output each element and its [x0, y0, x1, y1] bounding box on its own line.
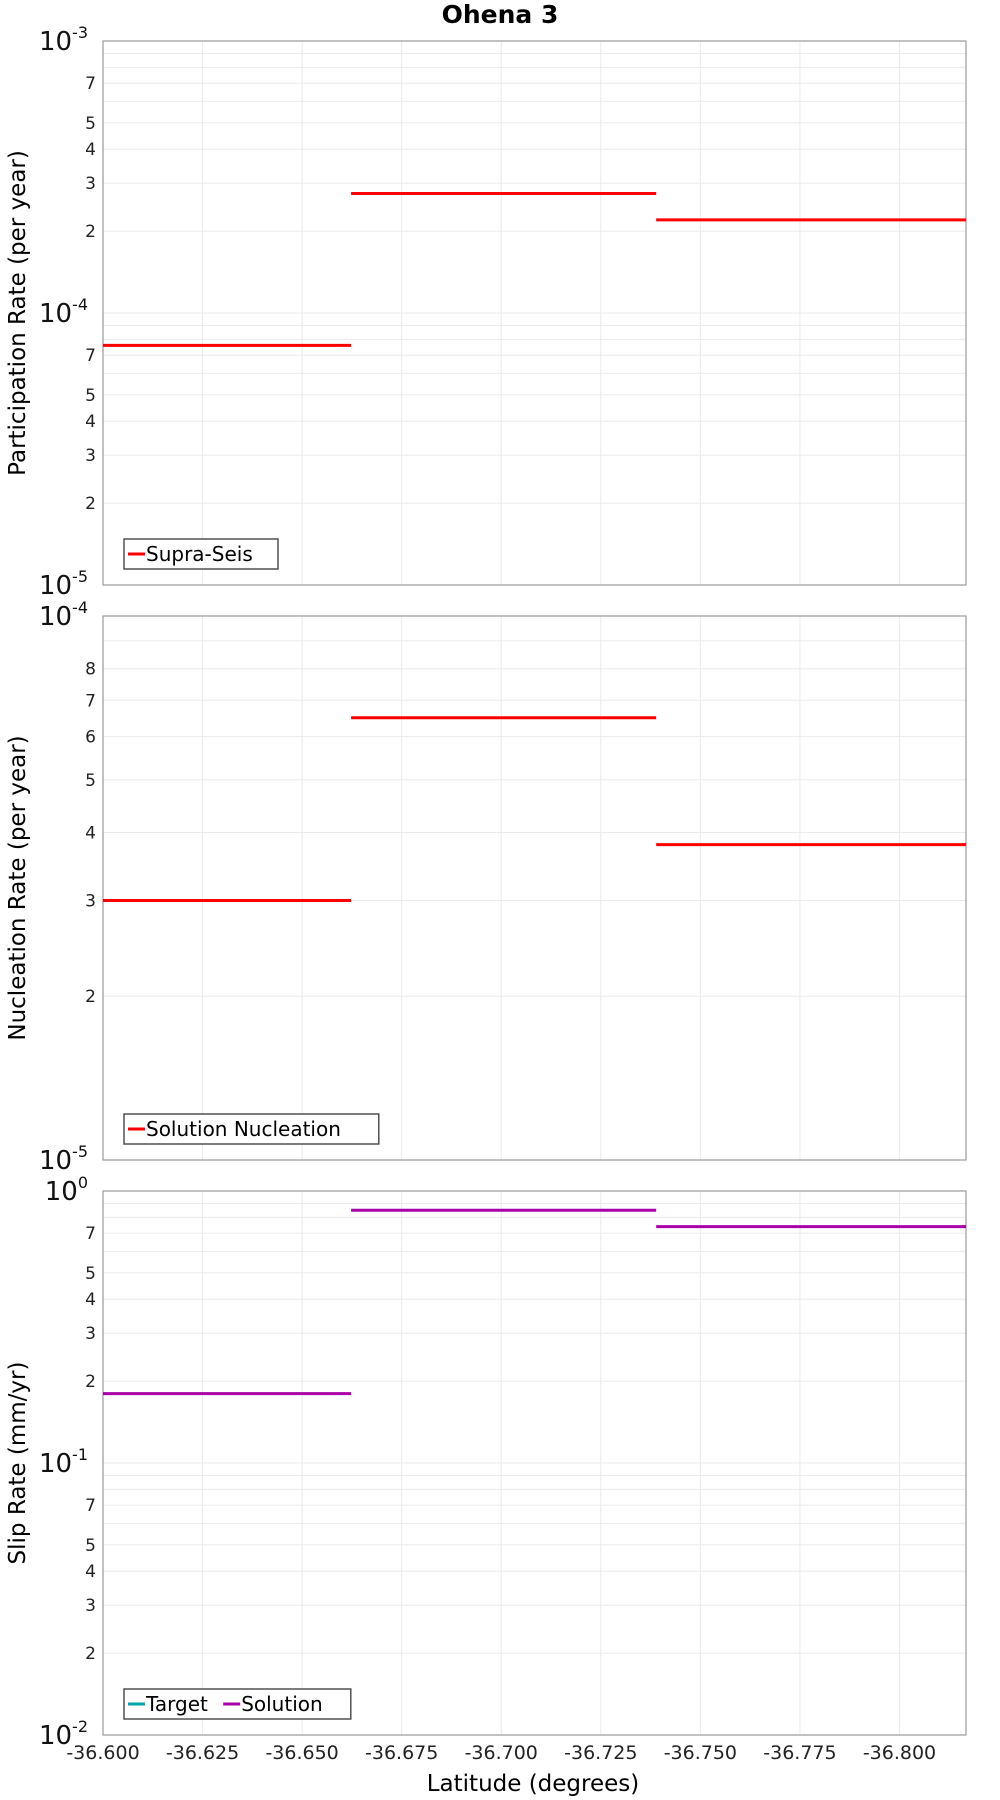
- y-tick-label: 3: [85, 1324, 96, 1344]
- y-tick-label: 2: [85, 1372, 96, 1392]
- legend-box: [123, 1113, 380, 1145]
- y-tick-label: 5: [85, 114, 96, 134]
- y-tick-label: 10-5: [39, 1142, 88, 1176]
- y-tick-label: 5: [85, 386, 96, 406]
- y-tick-label: 100: [45, 1173, 88, 1207]
- y-tick-label: 2: [85, 494, 96, 514]
- y-tick-label: 7: [85, 691, 96, 711]
- y-tick-label: 7: [85, 346, 96, 366]
- x-tick-label: -36.750: [664, 1742, 737, 1764]
- y-tick-label: 5: [85, 771, 96, 791]
- legend-box: [123, 538, 279, 570]
- legend: Target Solution: [123, 1688, 352, 1720]
- y-tick-label: 4: [85, 823, 96, 843]
- x-tick-label: -36.650: [265, 1742, 338, 1764]
- y-axis-label: Nucleation Rate (per year): [5, 735, 31, 1040]
- y-tick-label: 10-3: [39, 23, 88, 57]
- y-tick-label: 4: [85, 412, 96, 432]
- x-tick-label: -36.700: [465, 1742, 538, 1764]
- plot-frame: [102, 615, 967, 1161]
- y-tick-label: 3: [85, 1596, 96, 1616]
- chart-panel-1: 10-5 2 3 4 5 7 10-4 2 3 4 5 7 10-3 Participation Rate…: [5, 23, 967, 601]
- x-tick-label: -36.800: [863, 1742, 936, 1764]
- y-tick-label: 3: [85, 891, 96, 911]
- y-tick-label: 8: [85, 660, 96, 680]
- y-axis-label: Slip Rate (mm/yr): [5, 1362, 31, 1565]
- legend: Solution Nucleation: [123, 1113, 380, 1145]
- x-tick-label: -36.775: [763, 1742, 836, 1764]
- legend: Supra-Seis: [123, 538, 279, 570]
- chart-panel-2: 10-5 2 3 4 5 6 7 8 10-4 Nucleation Rate (per year…: [5, 598, 967, 1176]
- y-tick-label: 7: [85, 74, 96, 94]
- plot-frame: [102, 1190, 967, 1736]
- x-tick-label: -36.675: [365, 1742, 438, 1764]
- y-tick-label: 10-1: [39, 1445, 88, 1479]
- x-axis-label: Latitude (degrees): [427, 1771, 640, 1797]
- chart-title: Ohena 3: [442, 0, 559, 29]
- y-tick-label: 10-5: [39, 567, 88, 601]
- y-tick-label: 2: [85, 1644, 96, 1664]
- y-tick-label: 4: [85, 140, 96, 160]
- legend-label: Solution Nucleation: [146, 1117, 341, 1141]
- legend-label: Supra-Seis: [146, 542, 253, 566]
- y-tick-label: 3: [85, 446, 96, 466]
- y-tick-label: 7: [85, 1496, 96, 1516]
- y-tick-label: 2: [85, 222, 96, 242]
- y-tick-label: 2: [85, 987, 96, 1007]
- y-tick-label: 4: [85, 1562, 96, 1582]
- legend-label: Target: [145, 1692, 208, 1716]
- y-tick-label: 3: [85, 174, 96, 194]
- y-tick-label: 4: [85, 1290, 96, 1310]
- legend-label: Solution: [241, 1692, 322, 1716]
- x-tick-label: -36.625: [166, 1742, 239, 1764]
- y-axis-label: Participation Rate (per year): [5, 150, 31, 476]
- y-tick-label: 7: [85, 1224, 96, 1244]
- y-tick-label: 10-4: [39, 598, 88, 632]
- y-tick-label: 5: [85, 1264, 96, 1284]
- plot-frame: [102, 40, 967, 586]
- x-tick-label: -36.725: [564, 1742, 637, 1764]
- y-tick-label: 6: [85, 728, 96, 748]
- y-tick-label: 10-4: [39, 295, 88, 329]
- y-tick-label: 5: [85, 1536, 96, 1556]
- x-tick-label: -36.600: [66, 1742, 139, 1764]
